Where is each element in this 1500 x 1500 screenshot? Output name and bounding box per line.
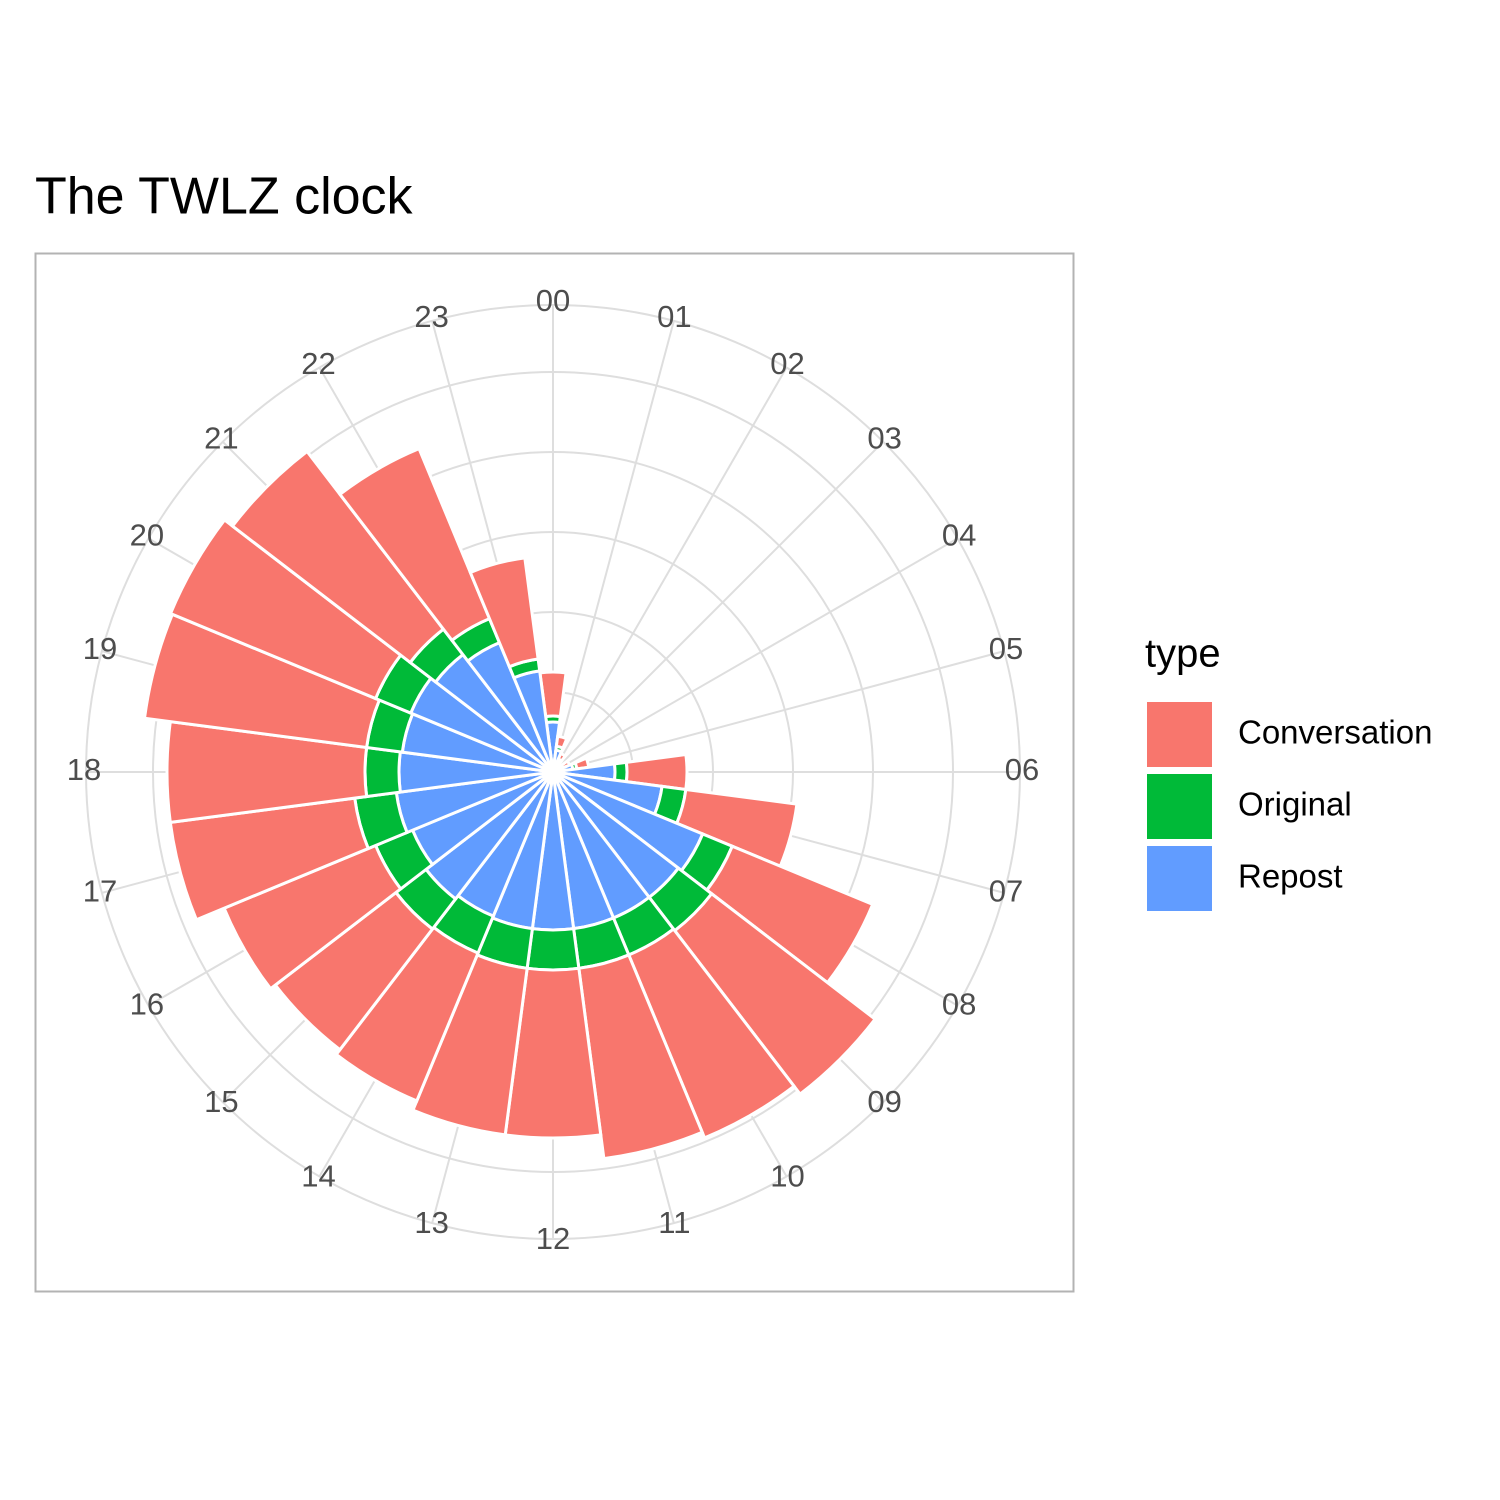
hour-label: 10 [770,1158,804,1193]
hour-label: 19 [83,631,117,666]
hour-label: 12 [536,1221,570,1256]
legend: type Conversation Original Repost [1145,632,1432,911]
hour-label: 04 [942,518,976,553]
bar-segment [230,449,446,665]
bar-segment [410,952,529,1137]
bar-segment [554,734,569,750]
legend-title: type [1145,632,1221,676]
hour-label: 16 [130,987,164,1022]
grid-spoke [552,441,884,773]
hour-label: 11 [658,1205,690,1240]
bar-segment [168,517,403,701]
hour-label: 01 [657,299,691,334]
bar-segment [337,446,492,643]
hour-label: 23 [414,299,448,334]
hour-label: 03 [867,421,901,456]
bar-segment [525,926,581,972]
bar-segment [468,556,540,669]
hour-label: 08 [942,987,976,1022]
hour-label: 21 [204,421,238,456]
bars [142,446,878,1161]
hour-label: 13 [414,1205,448,1240]
hour-label: 09 [867,1084,901,1119]
bar-segment [612,760,629,784]
hour-label: 00 [536,283,570,318]
grid-spoke [552,320,675,773]
bar-segment [556,751,568,763]
chart-title: The TWLZ clock [35,168,414,226]
hour-label: 18 [67,752,101,787]
hour-label: 20 [130,518,164,553]
grid-spoke [552,650,1005,773]
hour-label: 02 [770,346,804,381]
legend-key [1147,846,1212,911]
panel-border [34,252,1075,1293]
grid-spoke [552,367,788,773]
bar-segment [626,926,797,1140]
bar-segment [672,891,878,1097]
legend-key [1147,702,1212,767]
hour-label: 06 [1005,752,1039,787]
legend-key [1147,774,1212,839]
hour-label: 07 [989,874,1023,909]
bar-segment [363,745,403,799]
grid-spoke [552,537,958,773]
legend-label: Original [1238,786,1352,823]
hour-labels: 00 01 02 03 04 05 06 07 08 09 10 11 12 13 14 15 16 17 18 19… [67,283,1039,1256]
bar-segment [577,952,705,1161]
hour-label: 05 [989,631,1023,666]
legend-label: Conversation [1238,714,1432,751]
hour-label: 22 [301,346,335,381]
legend-label: Repost [1238,858,1343,895]
hour-label: 15 [204,1084,238,1119]
hour-label: 17 [83,874,117,909]
hour-label: 14 [301,1158,335,1193]
